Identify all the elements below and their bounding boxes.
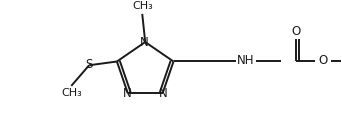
Text: NH: NH — [237, 54, 255, 67]
Text: CH₃: CH₃ — [61, 88, 82, 98]
Text: N: N — [123, 87, 132, 100]
Text: O: O — [319, 54, 328, 67]
Text: O: O — [291, 25, 300, 38]
Text: N: N — [159, 87, 168, 100]
Text: S: S — [86, 58, 93, 71]
Text: N: N — [140, 37, 148, 50]
Text: CH₃: CH₃ — [133, 1, 154, 11]
